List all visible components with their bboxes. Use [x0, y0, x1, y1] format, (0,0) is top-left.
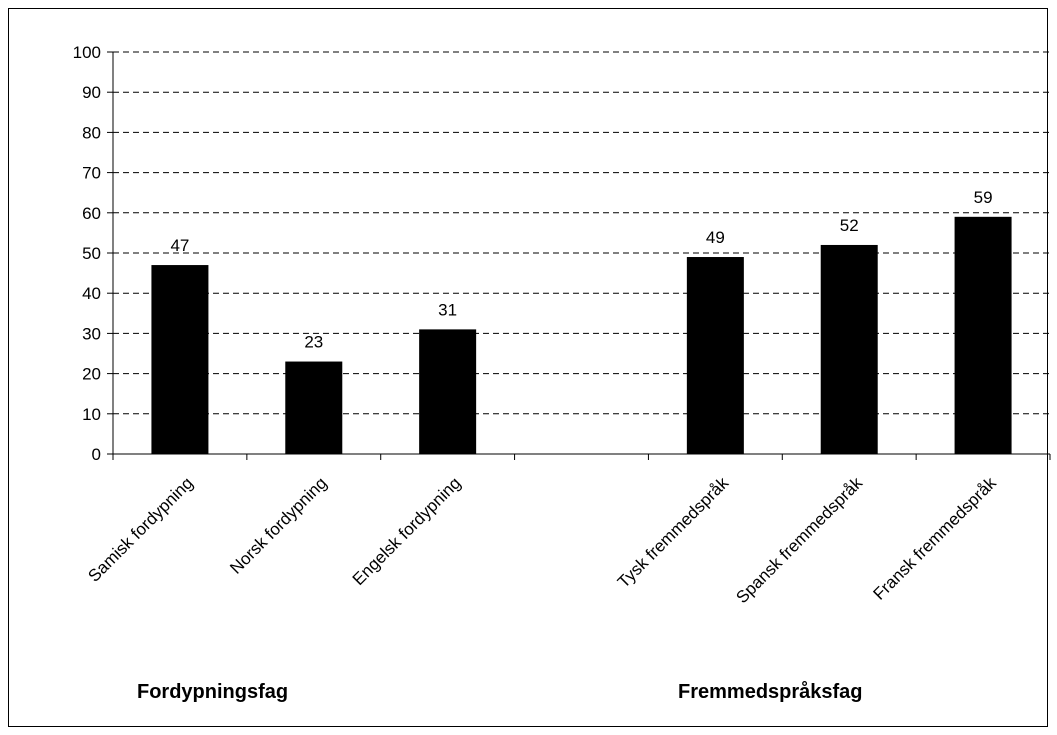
data-label: 52	[840, 216, 859, 235]
data-label: 59	[974, 188, 993, 207]
y-tick-label: 80	[82, 123, 101, 142]
y-tick-label: 40	[82, 284, 101, 303]
y-tick-label: 50	[82, 244, 101, 263]
group-label-fordypningsfag: Fordypningsfag	[137, 681, 288, 703]
x-tick-label: Samisk fordypning	[84, 473, 196, 585]
gridlines	[113, 51, 1050, 415]
data-label: 23	[304, 333, 323, 352]
group-label-fremmedspraksfag: Fremmedspråksfag	[678, 680, 863, 703]
bars	[151, 216, 1012, 454]
bar	[686, 257, 744, 454]
bar	[954, 216, 1012, 454]
x-tick-label: Fransk fremmedspråk	[870, 473, 1001, 604]
x-tick-label: Tysk fremmedspråk	[614, 473, 733, 592]
axes	[107, 51, 1051, 460]
x-tick-label: Norsk fordypning	[226, 473, 330, 577]
y-tick-label: 90	[82, 83, 101, 102]
y-tick-label: 100	[73, 43, 101, 62]
bar	[151, 265, 209, 454]
bar	[419, 329, 477, 454]
data-label: 49	[706, 228, 725, 247]
y-tick-label: 70	[82, 164, 101, 183]
y-tick-label: 10	[82, 405, 101, 424]
y-tick-label: 30	[82, 324, 101, 343]
y-tick-label: 0	[92, 445, 101, 464]
x-tick-label: Engelsk fordypning	[349, 473, 465, 589]
y-tick-label: 60	[82, 204, 101, 223]
bar	[285, 361, 343, 454]
data-labels: 47 23 31 49 52 59	[170, 188, 992, 352]
x-tick-label: Spansk fremmedspråk	[732, 473, 866, 607]
data-label: 31	[438, 300, 457, 319]
data-label: 47	[170, 236, 189, 255]
y-tick-labels: 0 10 20 30 40 50 60 70 80 90 100	[73, 43, 101, 464]
y-tick-label: 20	[82, 365, 101, 384]
bar	[820, 244, 878, 454]
x-tick-labels: Samisk fordypning Norsk fordypning Engelsk…	[84, 473, 1000, 607]
